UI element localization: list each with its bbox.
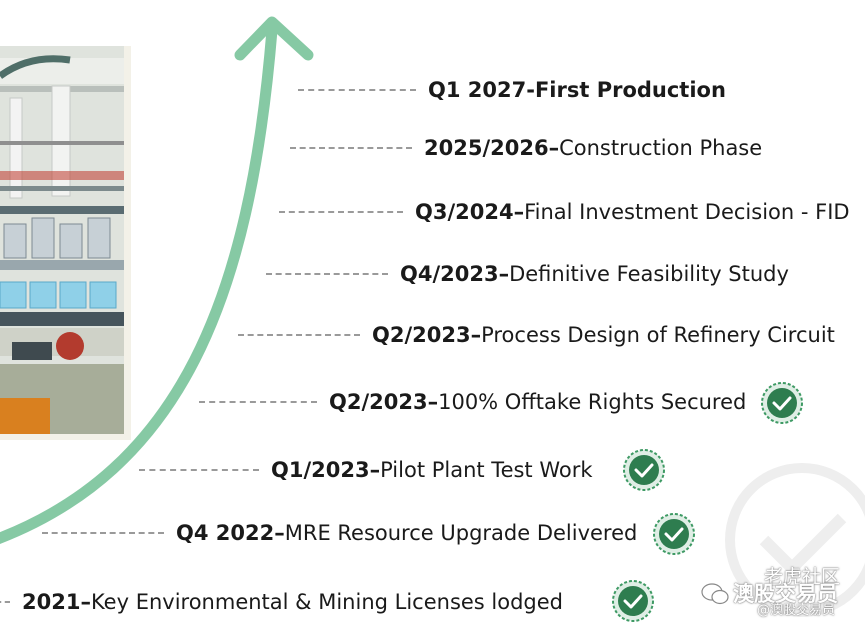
milestone-description: Final Investment Decision - FID <box>524 200 850 224</box>
milestone-pilot-plant: Q1/2023 – Pilot Plant Test Work <box>139 457 593 483</box>
milestone-separator: – <box>274 521 285 545</box>
milestone-description: Pilot Plant Test Work <box>380 458 593 482</box>
milestone-separator: – <box>470 323 482 347</box>
milestone-separator: – <box>427 390 439 414</box>
leader-line <box>199 401 317 403</box>
milestone-date: Q1/2023 <box>271 458 370 482</box>
milestone-date: 2021 <box>22 590 81 614</box>
milestone-date: Q3/2024 <box>415 200 514 224</box>
leader-line <box>139 469 259 471</box>
leader-line <box>279 211 403 213</box>
up-arrow-icon <box>234 16 314 61</box>
milestone-separator: – <box>80 590 91 614</box>
milestone-description: Key Environmental & Mining Licenses lodg… <box>90 590 564 614</box>
milestone-first-production: Q1 2027 - First Production <box>298 77 726 103</box>
leader-line <box>0 601 10 603</box>
check-circle-icon <box>653 513 695 555</box>
watermark-check-icon <box>725 463 865 617</box>
milestone-description: Construction Phase <box>559 136 763 160</box>
milestone-separator: – <box>513 200 525 224</box>
check-circle-icon <box>612 580 654 622</box>
leader-line <box>42 532 164 534</box>
milestone-date: Q4 2022 <box>176 521 275 545</box>
leader-line <box>290 147 412 149</box>
check-circle-icon <box>761 382 803 424</box>
leader-line <box>266 273 388 275</box>
milestone-separator: – <box>548 136 560 160</box>
milestone-licenses: 2021– Key Environmental & Mining License… <box>0 589 563 615</box>
milestone-date: 2025/2026 <box>424 136 549 160</box>
milestone-dfs: Q4/2023 – Definitive Feasibility Study <box>266 261 789 287</box>
watermark-handle: @澳股交易员 <box>757 603 836 618</box>
milestone-process-design: Q2/2023 – Process Design of Refinery Cir… <box>238 322 835 348</box>
milestone-date: Q2/2023 <box>372 323 471 347</box>
check-circle-icon <box>623 449 665 491</box>
leader-line <box>238 334 360 336</box>
milestone-date: Q2/2023 <box>329 390 428 414</box>
milestone-separator: - <box>526 78 535 102</box>
milestone-description: Process Design of Refinery Circuit <box>481 323 835 347</box>
milestone-date: Q1 2027 <box>428 78 527 102</box>
milestone-description: 100% Offtake Rights Secured <box>438 390 747 414</box>
milestone-description: First Production <box>534 78 726 102</box>
milestone-mre-upgrade: Q4 2022 – MRE Resource Upgrade Delivered <box>42 520 637 546</box>
milestone-construction: 2025/2026 – Construction Phase <box>290 135 762 161</box>
milestone-description: MRE Resource Upgrade Delivered <box>284 521 638 545</box>
milestone-description: Definitive Feasibility Study <box>509 262 789 286</box>
milestone-date: Q4/2023 <box>400 262 499 286</box>
milestone-offtake: Q2/2023 – 100% Offtake Rights Secured <box>199 389 746 415</box>
milestone-separator: – <box>498 262 510 286</box>
milestone-separator: – <box>369 458 381 482</box>
wechat-icon <box>701 583 729 605</box>
leader-line <box>298 89 416 91</box>
milestone-fid: Q3/2024 – Final Investment Decision - FI… <box>279 199 850 225</box>
watermark-community: 老虎社区 <box>764 566 841 588</box>
pilot-plant-photo <box>0 46 131 440</box>
watermark-account: 澳股交易员 <box>733 582 838 606</box>
